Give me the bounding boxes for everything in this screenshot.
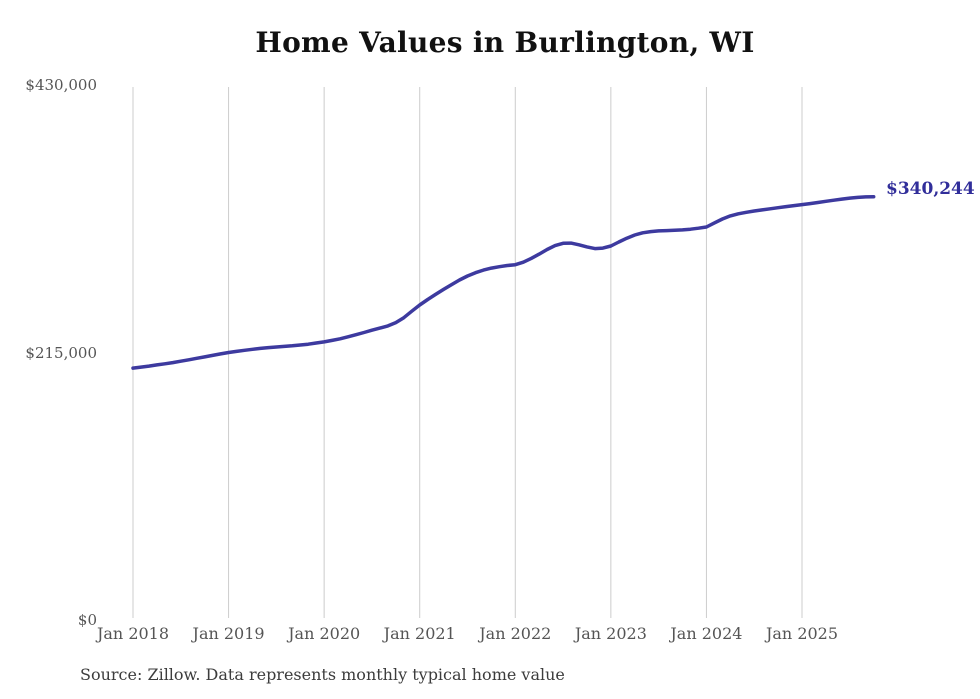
home-value-line bbox=[131, 194, 876, 370]
x-tick-label-2022: Jan 2022 bbox=[479, 624, 552, 643]
x-tick-label-2019: Jan 2019 bbox=[192, 624, 265, 643]
x-tick-label-2021: Jan 2021 bbox=[383, 624, 456, 643]
x-tick-label-2020: Jan 2020 bbox=[288, 624, 361, 643]
chart-title: Home Values in Burlington, WI bbox=[255, 26, 755, 59]
y-tick-label-215000: $215,000 bbox=[25, 344, 97, 362]
x-tick-label-2018: Jan 2018 bbox=[96, 624, 170, 643]
x-tick-label-2024: Jan 2024 bbox=[670, 624, 743, 643]
source-note: Source: Zillow. Data represents monthly … bbox=[80, 665, 565, 684]
x-tick-label-2023: Jan 2023 bbox=[574, 624, 647, 643]
current-value-label: $340,244 bbox=[886, 179, 975, 199]
y-tick-label-430000: $430,000 bbox=[25, 76, 97, 94]
y-tick-label-0: $0 bbox=[77, 611, 97, 629]
x-tick-label-2025: Jan 2025 bbox=[765, 624, 839, 643]
